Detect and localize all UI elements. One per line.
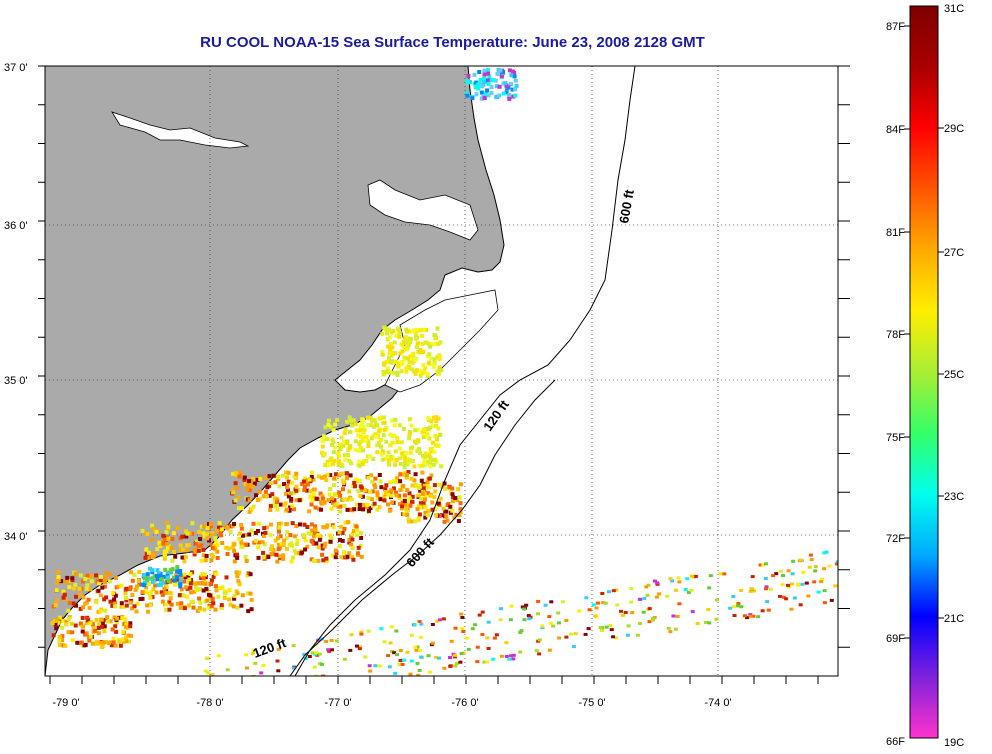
lon-label-77: -77 0' — [324, 697, 351, 709]
map-title: RU COOL NOAA-15 Sea Surface Temperature:… — [200, 34, 705, 51]
lon-label-74: -74 0' — [704, 697, 731, 709]
map-border — [44, 65, 839, 677]
lon-label-78: -78 0' — [196, 697, 223, 709]
lon-label-79: -79 0' — [52, 697, 79, 709]
sst-data-layer — [50, 67, 838, 676]
lat-label-36: 36 0' — [4, 220, 28, 232]
cb-f-66: 66F — [886, 736, 905, 748]
graticule — [45, 66, 838, 676]
cb-c-19: 19C — [944, 737, 964, 749]
river-upper — [111, 111, 250, 149]
cb-f-84: 84F — [886, 124, 905, 136]
cb-c-23: 23C — [944, 491, 964, 503]
cb-f-69: 69F — [886, 633, 905, 645]
contour-120ft — [289, 379, 556, 676]
cb-f-72: 72F — [886, 533, 905, 545]
cb-f-87: 87F — [886, 21, 905, 33]
label-600ft-upper: 600 ft — [616, 188, 637, 225]
lat-label-35: 35 0' — [4, 375, 28, 387]
albemarle-sound — [367, 179, 479, 241]
colorbar-ticks — [904, 25, 944, 639]
lat-label-37: 37 0' — [4, 62, 28, 74]
cb-f-78: 78F — [886, 329, 905, 341]
cb-c-31: 31C — [944, 3, 964, 15]
cb-c-25: 25C — [944, 369, 964, 381]
cb-c-29: 29C — [944, 123, 964, 135]
cb-c-21: 21C — [944, 613, 964, 625]
cb-c-27: 27C — [944, 247, 964, 259]
cb-f-81: 81F — [886, 227, 905, 239]
colorbar — [909, 5, 939, 739]
depth-contours — [289, 66, 636, 676]
lon-label-76: -76 0' — [451, 697, 478, 709]
cb-f-75: 75F — [886, 432, 905, 444]
lon-label-75: -75 0' — [578, 697, 605, 709]
axis-ticks — [38, 65, 850, 684]
lat-label-34: 34 0' — [4, 531, 28, 543]
contour-600ft — [294, 66, 636, 676]
